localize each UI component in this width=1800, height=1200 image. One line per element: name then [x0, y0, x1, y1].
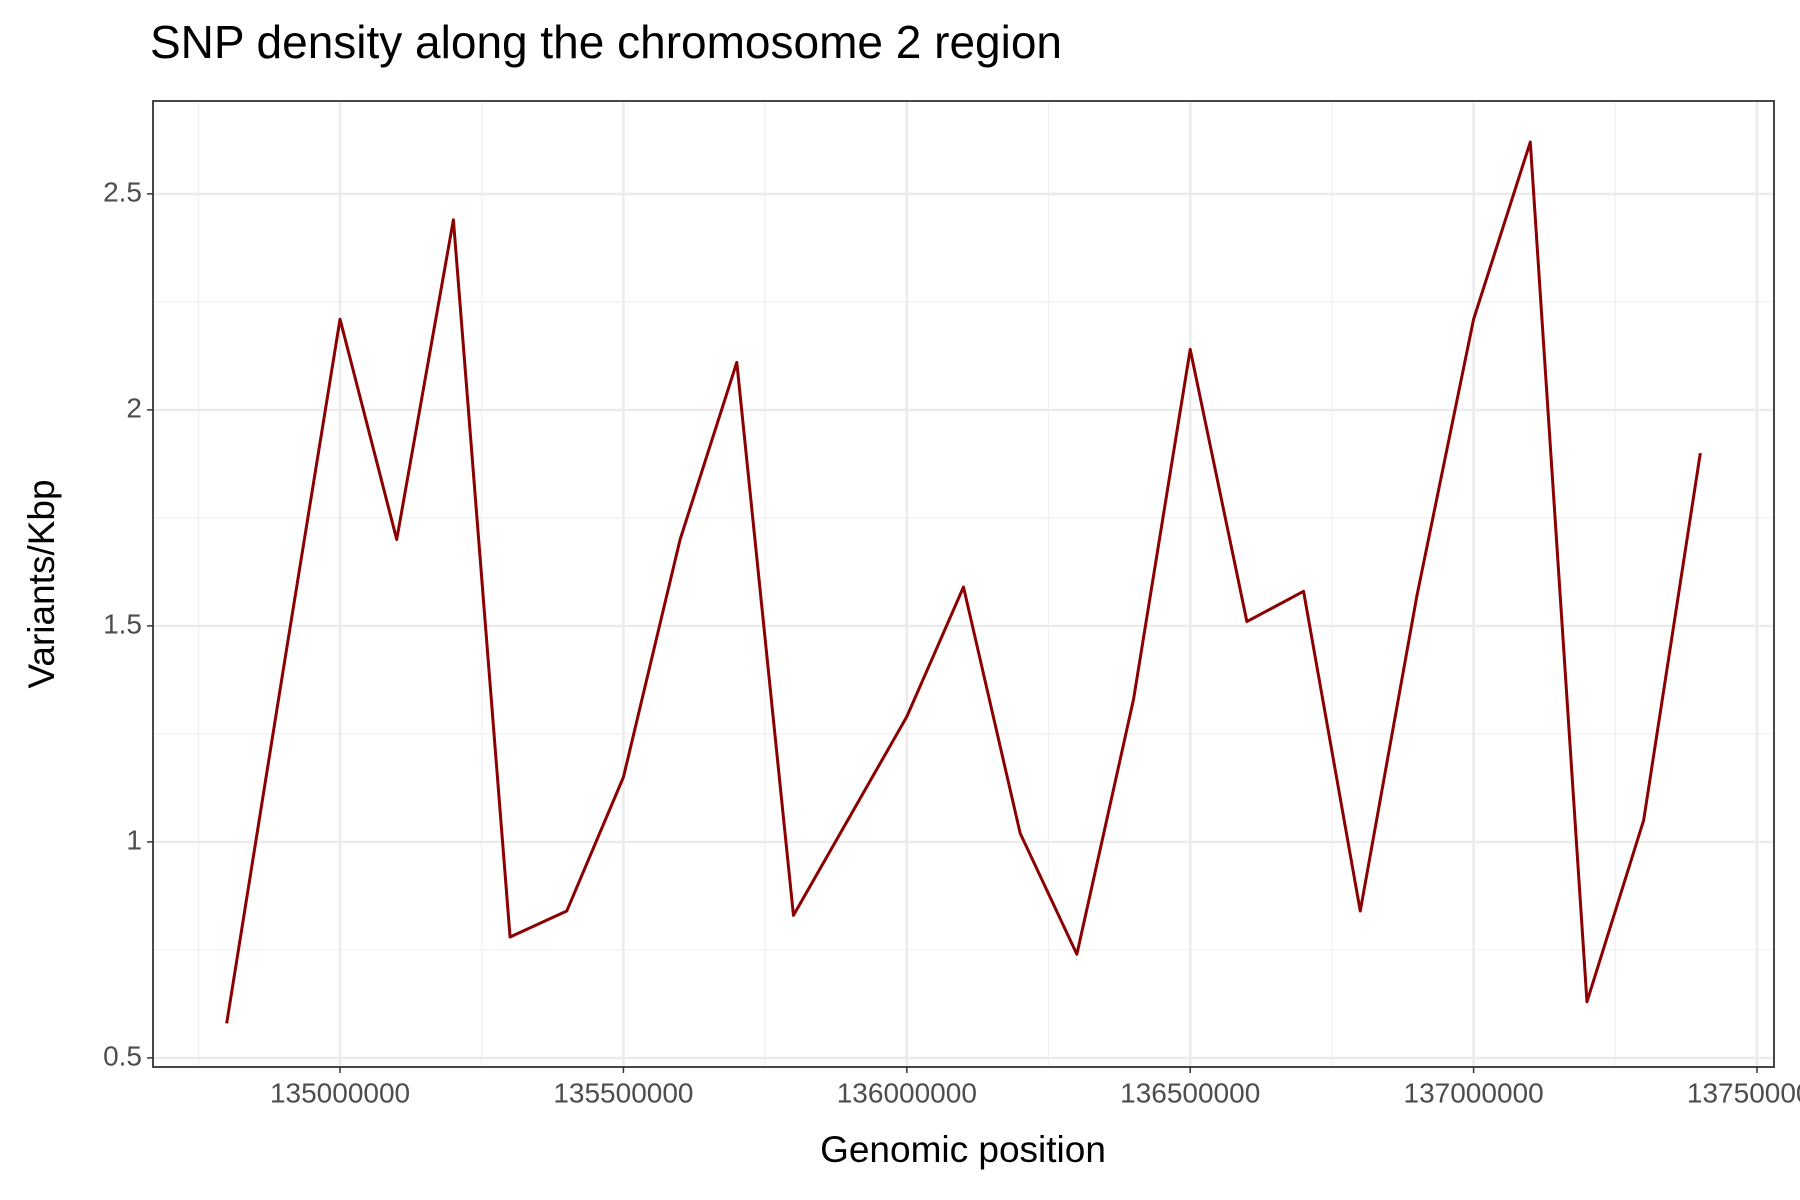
y-tick-label: 0.5	[103, 1040, 142, 1071]
x-tick-label: 136000000	[837, 1077, 977, 1108]
x-tick-label: 136500000	[1120, 1077, 1260, 1108]
y-tick-label: 2	[126, 392, 142, 423]
y-axis-title: Variants/Kbp	[21, 479, 62, 688]
chart-title: SNP density along the chromosome 2 regio…	[150, 16, 1062, 68]
plot-border	[152, 100, 1775, 1068]
data-line	[225, 140, 1702, 1024]
x-tick-label: 135500000	[553, 1077, 693, 1108]
x-tick-label: 137000000	[1404, 1077, 1544, 1108]
x-tick-label: 135000000	[270, 1077, 410, 1108]
y-tick-label: 1	[126, 824, 142, 855]
x-tick-label: 137500000	[1687, 1077, 1800, 1108]
plot-background	[153, 101, 1774, 1067]
y-tick-label: 1.5	[103, 608, 142, 639]
x-axis-title: Genomic position	[820, 1129, 1106, 1170]
y-tick-label: 2.5	[103, 176, 142, 207]
